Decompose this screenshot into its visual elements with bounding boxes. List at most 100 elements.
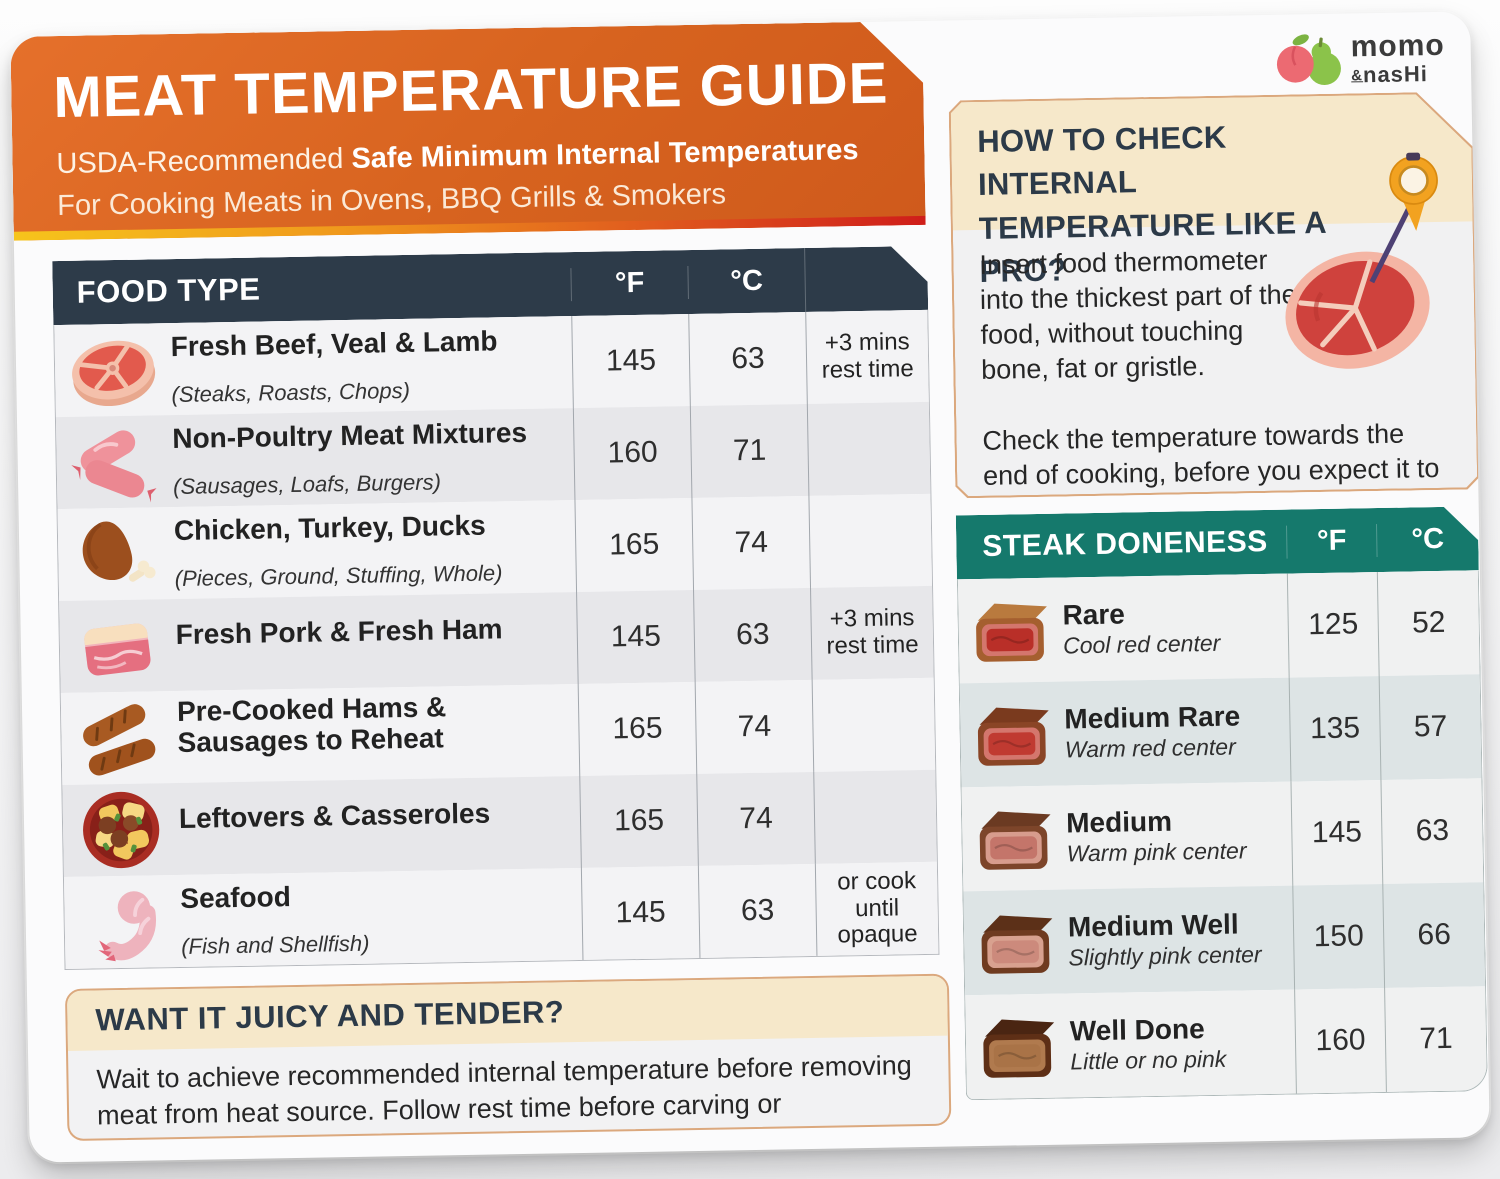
food-row-text: Leftovers & Casseroles [178, 780, 491, 873]
table-row: Medium Warm pink center 145 63 [961, 778, 1484, 892]
brown-sausages-icon [61, 695, 178, 781]
juicy-tender-box: WANT IT JUICY AND TENDER? Wait to achiev… [64, 973, 952, 1141]
doneness-desc: Warm pink center [1066, 837, 1247, 867]
fahrenheit-value: 135 [1288, 676, 1381, 782]
medium-well-steak-icon [964, 907, 1069, 979]
header-subtitle-line2: For Cooking Meats in Ovens, BBQ Grills &… [56, 178, 727, 223]
doneness-desc: Cool red center [1062, 630, 1221, 659]
thermometer-in-steak-icon [1263, 129, 1468, 399]
food-name: Non-Poultry Meat Mixtures [172, 417, 528, 455]
steak-icon [54, 327, 171, 413]
fahrenheit-value: 150 [1292, 884, 1385, 990]
celsius-value: 63 [697, 863, 817, 958]
meat-temperature-guide-card: MEAT TEMPERATURE GUIDE USDA-Recommended … [10, 11, 1490, 1163]
table-row: Rare Cool red center 125 52 [957, 570, 1480, 684]
food-row-text: Chicken, Turkey, Ducks (Pieces, Ground, … [173, 492, 503, 609]
doneness-column-header: STEAK DONENESS [982, 524, 1268, 563]
note-cell [808, 493, 933, 588]
header-banner: MEAT TEMPERATURE GUIDE USDA-Recommended … [10, 21, 925, 241]
table-row: Chicken, Turkey, Ducks (Pieces, Ground, … [57, 493, 933, 602]
doneness-name: Well Done [1069, 1013, 1205, 1047]
celsius-column-header: °C [1376, 522, 1479, 557]
how-to-check-box: HOW TO CHECK INTERNAL TEMPERATURE LIKE A… [949, 91, 1480, 498]
celsius-value: 71 [689, 403, 809, 499]
juicy-box-body: Wait to achieve recommended internal tem… [96, 1050, 913, 1141]
table-row: Well Done Little or no pink 160 71 [965, 986, 1487, 1100]
doneness-name: Medium Well [1067, 908, 1239, 943]
food-name: Fresh Pork & Fresh Ham [175, 613, 503, 651]
drumstick-icon [58, 511, 175, 597]
fahrenheit-value: 165 [579, 773, 698, 868]
food-name: Pre-Cooked Hams & Sausages to Reheat [176, 690, 447, 759]
celsius-value: 63 [1380, 778, 1484, 885]
pink-sausages-icon [56, 419, 173, 505]
celsius-value: 74 [691, 495, 811, 590]
brand-line1: momo [1350, 28, 1445, 63]
doneness-row-text: Well Done Little or no pink [1070, 1013, 1227, 1075]
header-subtitle: USDA-Recommended Safe Minimum Internal T… [56, 134, 859, 181]
doneness-name: Rare [1062, 598, 1126, 631]
table-row: Leftovers & Casseroles 165 74 [62, 769, 937, 878]
pork-icon [59, 603, 176, 689]
food-row-text: Seafood (Fish and Shellfish) [180, 862, 370, 977]
notes-column-header [804, 246, 928, 312]
fahrenheit-value: 160 [1294, 987, 1386, 1094]
doneness-table-body: Rare Cool red center 125 52 [956, 570, 1488, 1101]
steak-doneness-table: STEAK DONENESS °F °C [956, 506, 1488, 1101]
food-temperature-table: FOOD TYPE °F °C [52, 246, 940, 971]
celsius-value: 71 [1384, 986, 1487, 1092]
table-row: Fresh Beef, Veal & Lamb (Steaks, Roasts,… [54, 309, 929, 418]
doneness-row-text: Medium Warm pink center [1066, 805, 1247, 868]
table-row: Non-Poultry Meat Mixtures (Sausages, Loa… [55, 401, 931, 510]
casserole-icon [62, 787, 179, 873]
food-name: Fresh Beef, Veal & Lamb [170, 325, 498, 363]
food-type-column-header: FOOD TYPE [76, 271, 261, 310]
celsius-value: 63 [693, 587, 812, 682]
table-row: Pre-Cooked Hams & Sausages to Reheat 165… [60, 677, 936, 786]
shrimp-icon [64, 880, 181, 964]
doneness-name: Medium [1065, 805, 1173, 839]
fahrenheit-column-header: °F [1286, 524, 1377, 559]
doneness-name: Medium Rare [1064, 700, 1241, 735]
brand-name: momo &nasHi [1350, 28, 1445, 87]
rare-steak-icon [958, 595, 1063, 667]
celsius-value: 63 [688, 311, 807, 407]
food-row-text: Pre-Cooked Hams & Sausages to Reheat [176, 673, 447, 796]
brand-logo: momo &nasHi [1270, 24, 1445, 94]
food-name: Chicken, Turkey, Ducks [173, 509, 486, 547]
brand-line2-text: nasHi [1362, 60, 1429, 87]
food-subtext [180, 849, 491, 854]
fahrenheit-value: 145 [580, 865, 700, 960]
fahrenheit-value: 145 [571, 314, 690, 409]
peach-pear-icon [1270, 26, 1343, 94]
food-name: Leftovers & Casseroles [178, 797, 491, 835]
juicy-box-title: WANT IT JUICY AND TENDER? [95, 994, 565, 1038]
celsius-value: 57 [1378, 674, 1482, 781]
opaque-note: or cook until opaque [814, 861, 939, 956]
food-subtext [176, 665, 503, 671]
note-cell [813, 769, 937, 864]
fahrenheit-value: 145 [1290, 780, 1383, 886]
fahrenheit-value: 125 [1286, 572, 1379, 678]
subtitle-bold: Safe Minimum Internal Temperatures [351, 134, 859, 175]
fahrenheit-value: 165 [577, 681, 697, 777]
rest-time-note: +3 mins rest time [810, 585, 934, 680]
doneness-row-text: Medium Well Slightly pink center [1068, 908, 1262, 971]
food-table-body: Fresh Beef, Veal & Lamb (Steaks, Roasts,… [53, 309, 940, 971]
note-cell [806, 401, 931, 496]
table-row: Medium Well Slightly pink center 150 66 [963, 882, 1486, 996]
celsius-value: 74 [696, 771, 815, 866]
celsius-column-header: °C [687, 264, 805, 299]
subtitle-prefix: USDA-Recommended [56, 142, 352, 181]
note-cell [811, 677, 936, 772]
celsius-value: 66 [1382, 882, 1486, 988]
doneness-row-text: Rare Cool red center [1062, 597, 1220, 659]
doneness-row-text: Medium Rare Warm red center [1064, 701, 1241, 764]
medium-rare-steak-icon [960, 699, 1065, 771]
table-row: Fresh Pork & Fresh Ham 145 63 +3 mins re… [59, 585, 934, 694]
doneness-desc: Warm red center [1064, 733, 1236, 763]
food-subtext [178, 774, 447, 779]
table-row: Medium Rare Warm red center 135 57 [959, 674, 1482, 788]
celsius-value: 74 [694, 679, 814, 774]
doneness-desc: Slightly pink center [1068, 941, 1262, 971]
